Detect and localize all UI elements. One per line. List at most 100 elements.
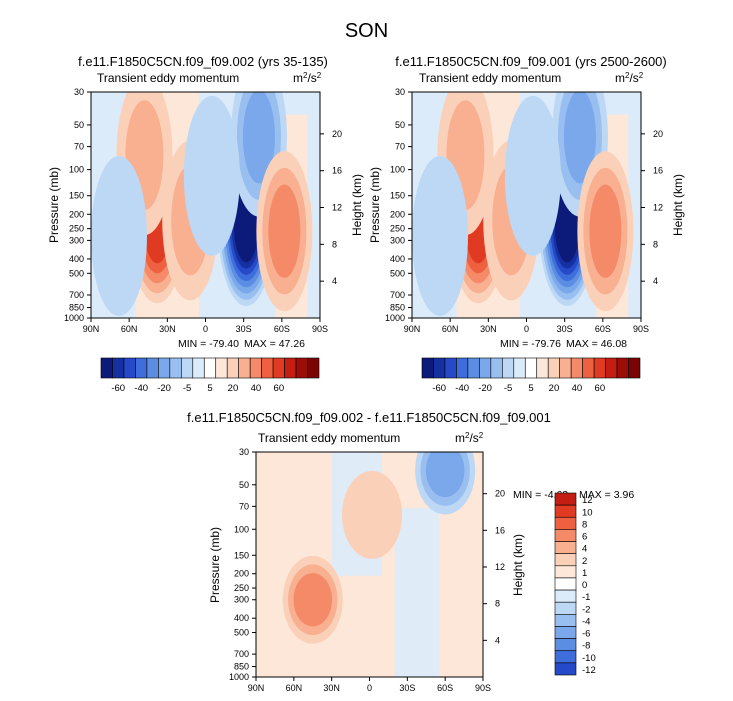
- colorbar-swatch: [502, 357, 515, 379]
- colorbar-label: 20: [228, 383, 239, 394]
- y-tick-label: 250: [69, 224, 84, 234]
- panel-title: f.e11.F1850C5CN.f09_f09.001 (yrs 2500-26…: [395, 54, 666, 69]
- colorbar-swatch: [536, 357, 549, 379]
- colorbar-swatch: [421, 357, 434, 379]
- colorbar-swatch: [272, 357, 285, 379]
- contour-plot: [411, 91, 642, 319]
- colorbar-label: 5: [528, 383, 533, 394]
- colorbar-label: 60: [595, 383, 606, 394]
- y2-tick-label: 16: [332, 166, 342, 176]
- axes: 90N 60N 30N 0 30S 60S 90S305070100150200250300…: [64, 87, 342, 334]
- colorbar-swatch: [146, 357, 159, 379]
- y-tick-label: 50: [239, 480, 249, 490]
- colorbar-label: -12: [582, 665, 596, 676]
- panel-title: f.e11.F1850C5CN.f09_f09.002 - f.e11.F185…: [187, 410, 551, 425]
- colorbar-label: -10: [582, 653, 596, 664]
- x-tick-label: 30N: [159, 324, 176, 334]
- y-tick-label: 100: [234, 524, 249, 534]
- colorbar-label: 8: [582, 519, 587, 530]
- colorbar-label: -2: [582, 604, 590, 615]
- y2-tick-label: 8: [653, 239, 658, 249]
- panel-top-left: f.e11.F1850C5CN.f09_f09.002 (yrs 35-135)…: [47, 54, 364, 394]
- y-tick-label: 700: [69, 290, 84, 300]
- colorbar-swatch: [554, 638, 577, 652]
- x-tick-label: 60S: [595, 324, 611, 334]
- colorbar-swatch: [570, 357, 583, 379]
- colorbar-swatch: [112, 357, 125, 379]
- colorbar-swatch: [616, 357, 629, 379]
- units-label: m2/s2: [615, 71, 644, 85]
- colorbar-label: -5: [183, 383, 191, 394]
- y-tick-label: 1000: [229, 672, 249, 682]
- max-label: MAX = 46.08: [566, 338, 627, 350]
- colorbar-label: -40: [134, 383, 148, 394]
- y2-tick-label: 16: [653, 166, 663, 176]
- y-tick-label: 400: [390, 254, 405, 264]
- colorbar-swatch: [554, 529, 577, 542]
- y-tick-label: 850: [390, 303, 405, 313]
- y-tick-label: 50: [395, 120, 405, 130]
- colorbar-swatch: [226, 357, 239, 379]
- colorbar-label: 6: [582, 532, 587, 543]
- colorbar-swatch: [605, 357, 618, 379]
- colorbar-label: -20: [478, 383, 492, 394]
- y-tick-label: 100: [69, 165, 84, 175]
- y-tick-label: 200: [390, 209, 405, 219]
- units-label: m2/s2: [455, 431, 484, 445]
- x-tick-label: 0: [524, 324, 529, 334]
- colorbar-label: 40: [572, 383, 583, 394]
- colorbar-label: 4: [582, 544, 587, 555]
- y-tick-label: 30: [395, 87, 405, 97]
- y-tick-label: 850: [69, 303, 84, 313]
- left-label: Transient eddy momentum: [258, 431, 400, 445]
- colorbar-swatch: [554, 565, 577, 579]
- colorbar-swatch: [158, 357, 171, 379]
- left-label: Transient eddy momentum: [419, 71, 561, 85]
- y-tick-label: 200: [69, 209, 84, 219]
- y-tick-label: 150: [69, 191, 84, 201]
- colorbar-label: -4: [582, 616, 590, 627]
- colorbar-swatch: [295, 357, 308, 379]
- colorbar-label: -20: [157, 383, 171, 394]
- contour-plot: [90, 91, 321, 319]
- colorbar-swatch: [547, 357, 560, 379]
- y-tick-label: 1000: [385, 313, 405, 323]
- colorbar: -60 -40 -20 -5 5 20 40 60: [421, 357, 641, 394]
- colorbar-swatch: [554, 589, 577, 603]
- axes: 90N 60N 30N 0 30S 60S 90S305070100150200250300…: [229, 447, 505, 693]
- left-label: Transient eddy momentum: [97, 71, 239, 85]
- colorbar-swatch: [593, 357, 606, 379]
- y-tick-label: 250: [234, 583, 249, 593]
- colorbar-label: -5: [504, 383, 512, 394]
- x-tick-label: 0: [367, 683, 372, 693]
- y2-tick-label: 16: [495, 525, 505, 535]
- colorbar-label: 0: [582, 580, 587, 591]
- y-tick-label: 300: [390, 235, 405, 245]
- y-tick-label: 300: [234, 595, 249, 605]
- colorbar-swatch: [554, 541, 577, 554]
- y-tick-label: 300: [69, 235, 84, 245]
- x-tick-label: 60N: [121, 324, 138, 334]
- y2-tick-label: 8: [495, 599, 500, 609]
- colorbar-label: 5: [207, 383, 212, 394]
- colorbar-swatch: [513, 357, 526, 379]
- y-axis-label: Pressure (mb): [368, 167, 382, 243]
- y2-tick-label: 20: [653, 129, 663, 139]
- colorbar-label: -60: [111, 383, 125, 394]
- colorbar-label: 40: [251, 383, 262, 394]
- colorbar-label: -1: [582, 592, 590, 603]
- y2-axis-label: Height (km): [350, 174, 364, 236]
- x-tick-label: 90S: [475, 683, 491, 693]
- y-tick-label: 850: [234, 662, 249, 672]
- contour-plot: [255, 451, 484, 678]
- y-tick-label: 200: [234, 569, 249, 579]
- max-label: MAX = 47.26: [244, 338, 305, 350]
- colorbar-swatch: [628, 357, 641, 379]
- colorbar-swatch: [467, 357, 480, 379]
- y2-tick-label: 20: [332, 129, 342, 139]
- y-tick-label: 100: [390, 165, 405, 175]
- min-label: MIN = -79.40: [178, 338, 239, 350]
- y-tick-label: 150: [234, 550, 249, 560]
